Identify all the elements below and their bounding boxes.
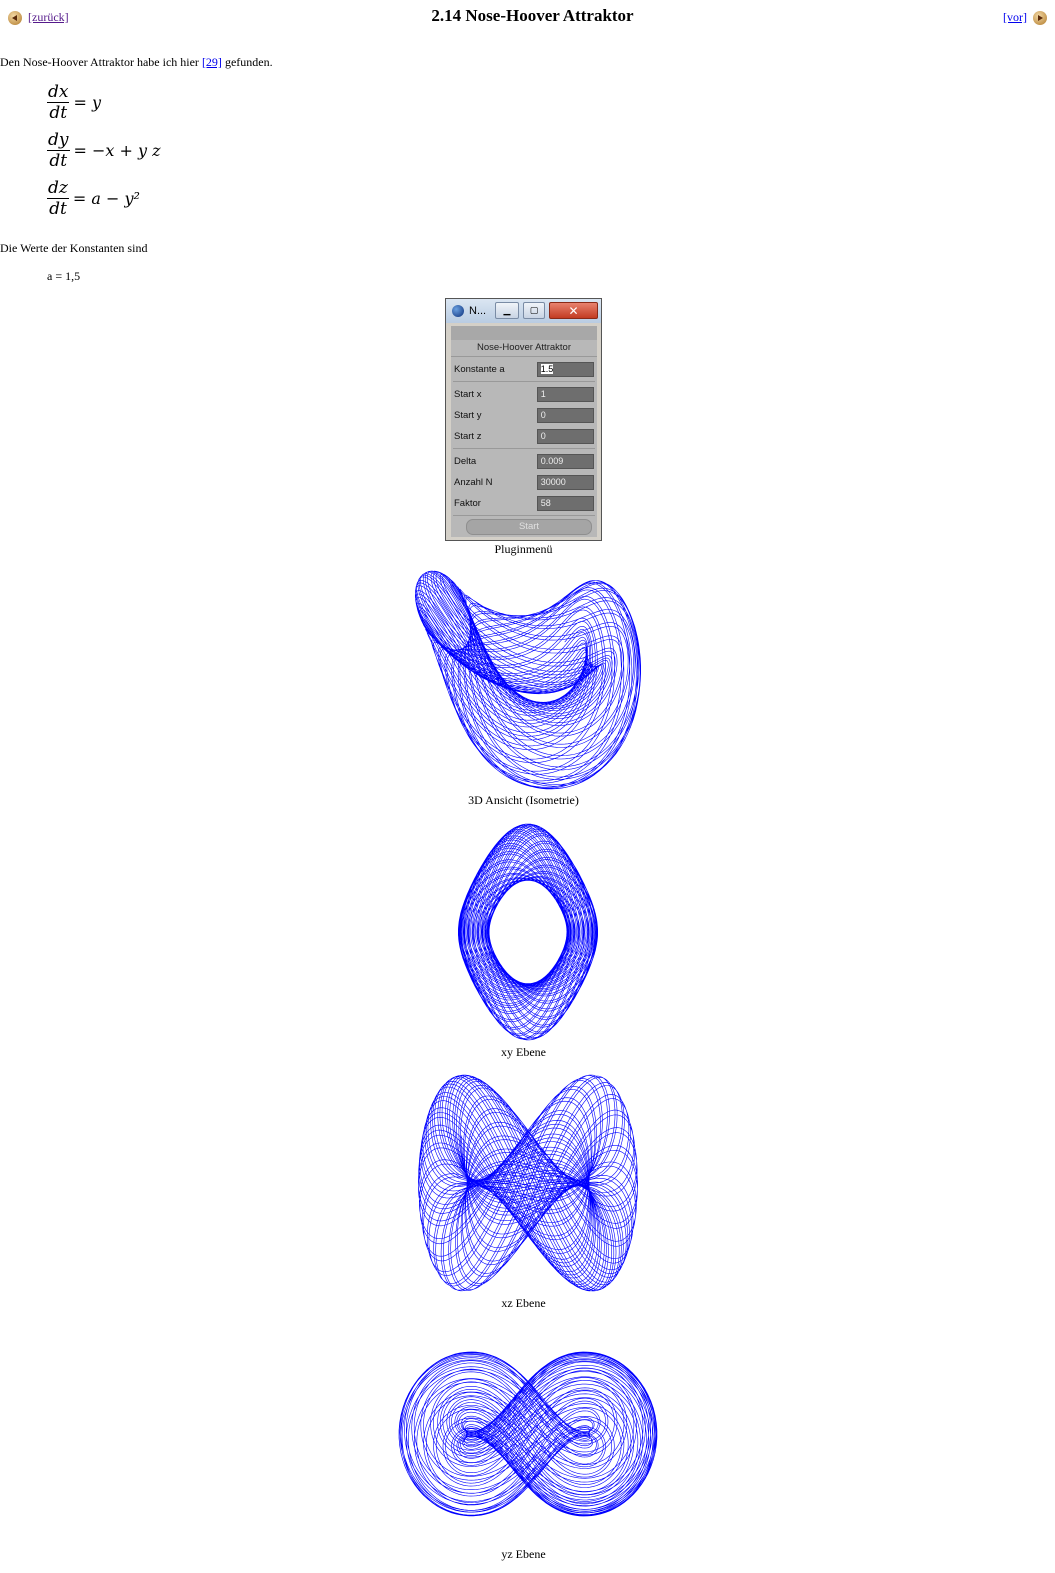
attractor-3d-isometric	[414, 570, 641, 790]
caption-yz: yz Ebene	[501, 1547, 546, 1561]
plugin-panel: Nose-Hoover Attraktor Konstante a 1.5 Sta…	[451, 326, 597, 537]
app-icon	[452, 305, 464, 317]
minimize-icon[interactable]: ▁	[495, 302, 519, 319]
start-z-input[interactable]: 0	[536, 429, 594, 444]
right-arrow-icon[interactable]	[1033, 10, 1047, 25]
close-icon[interactable]: ✕	[549, 302, 598, 319]
window-titlebar: N... ▁ ▢ ✕	[446, 299, 601, 323]
attractor-curve	[398, 1351, 658, 1517]
start-y-input[interactable]: 0	[536, 408, 594, 423]
attractor-curve	[418, 1074, 638, 1292]
attractor-curve	[414, 570, 641, 790]
left-arrow-icon[interactable]	[8, 10, 22, 25]
caption-xy: xy Ebene	[501, 1045, 546, 1059]
window-title: N...	[469, 305, 487, 317]
anzahl-n-input[interactable]: 30000	[536, 475, 594, 490]
delta-input[interactable]: 0.009	[536, 454, 594, 469]
caption-iso: 3D Ansicht (Isometrie)	[468, 793, 579, 807]
start-button[interactable]: Start	[466, 519, 592, 535]
page-title: 2.14 Nose-Hoover Attraktor	[431, 6, 634, 25]
equation-dx: dx dt = y	[47, 82, 102, 123]
constant-a: a = 1,5	[47, 269, 81, 283]
start-x-input[interactable]: 1	[536, 387, 594, 402]
maximize-icon[interactable]: ▢	[523, 302, 545, 319]
reference-link[interactable]: [29]	[201, 55, 222, 69]
intro-paragraph: Den Nose-Hoover Attraktor habe ich hier …	[0, 55, 273, 69]
back-link[interactable]: [zurück]	[28, 10, 69, 24]
forward-link[interactable]: [vor]	[1003, 10, 1027, 24]
faktor-input[interactable]: 58	[536, 496, 594, 511]
attractor-curve	[458, 823, 598, 1041]
attractor-xz-plane	[418, 1074, 638, 1292]
equation-dy: dy dt = −x + y z	[47, 130, 161, 171]
plugin-header: Nose-Hoover Attraktor	[451, 340, 597, 357]
forward-nav[interactable]: [vor]	[1003, 10, 1047, 25]
equation-dz: dz dt = a − y²	[47, 178, 140, 219]
attractor-xy-plane	[458, 823, 598, 1041]
caption-xz: xz Ebene	[501, 1296, 546, 1310]
constants-text: Die Werte der Konstanten sind	[0, 241, 148, 255]
drag-grip[interactable]	[451, 326, 597, 340]
plugin-window: N... ▁ ▢ ✕ Nose-Hoover Attraktor Konstan…	[445, 298, 602, 541]
caption-plugin: Pluginmenü	[494, 542, 553, 556]
konstante-a-input[interactable]: 1.5	[536, 362, 594, 377]
attractor-yz-plane	[398, 1351, 658, 1517]
back-nav[interactable]: [zurück]	[8, 10, 69, 25]
